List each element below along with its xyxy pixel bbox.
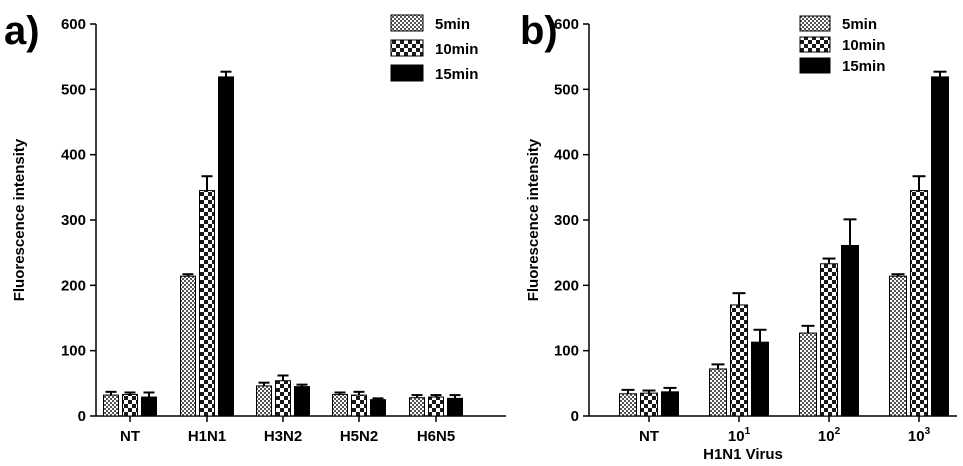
- panel-a: 0 100 200 300 400 500 600 Fluorescence intensit…: [4, 9, 506, 445]
- bar-15min-1: [218, 76, 234, 417]
- bar-15min-1: [751, 341, 769, 417]
- bar-10min-0: [122, 393, 138, 417]
- y-tick-label: 600: [61, 16, 86, 33]
- legend-swatch-15min: [799, 57, 831, 74]
- y-tick-label: 400: [61, 147, 86, 164]
- y-tick-label: 600: [554, 16, 579, 33]
- legend-label: 15min: [842, 58, 885, 75]
- x-tick-label: 103: [908, 426, 931, 445]
- bar-5min-1: [709, 368, 727, 417]
- bar-10min-3: [910, 190, 928, 417]
- y-tick-label: 0: [571, 408, 579, 425]
- legend-label: 5min: [842, 16, 877, 33]
- y-tick-label: 0: [78, 408, 86, 425]
- bar-5min-2: [799, 332, 817, 417]
- bar-15min-4: [447, 397, 463, 417]
- x-axis-title: H1N1 Virus: [703, 446, 783, 463]
- legend-swatch-10min: [390, 39, 424, 57]
- x-tick-label: NT: [639, 428, 659, 445]
- y-tick-label: 400: [554, 147, 579, 164]
- y-tick-label: 300: [554, 212, 579, 229]
- bar-10min-2: [275, 380, 291, 417]
- bar-5min-2: [256, 385, 272, 417]
- legend-swatch-5min: [390, 14, 424, 32]
- bar-5min-0: [619, 393, 637, 417]
- bar-10min-4: [428, 396, 444, 417]
- x-tick-label: H1N1: [188, 428, 226, 445]
- x-tick-label: NT: [120, 428, 140, 445]
- y-tick-label: 100: [61, 343, 86, 360]
- legend-swatch-15min: [390, 64, 424, 82]
- legend-swatch-5min: [799, 15, 831, 32]
- bar-15min-2: [294, 386, 310, 417]
- panel-b: 0 100 200 300 400 500 600 Fluorescence intensit…: [520, 9, 957, 463]
- bar-5min-0: [103, 394, 119, 417]
- y-axis-title: Fluorescence intensity: [11, 138, 28, 301]
- x-tick-label: H5N2: [340, 428, 378, 445]
- bar-15min-0: [141, 396, 157, 417]
- y-tick-label: 300: [61, 212, 86, 229]
- x-tick-label: 101: [728, 426, 751, 445]
- x-tick-label: 102: [818, 426, 841, 445]
- bar-5min-1: [180, 275, 196, 417]
- panel-label: b): [520, 9, 558, 53]
- bar-15min-3: [370, 399, 386, 417]
- bar-10min-3: [351, 394, 367, 417]
- x-tick-label: H6N5: [417, 428, 455, 445]
- legend-label: 10min: [435, 41, 478, 58]
- y-tick-label: 500: [554, 81, 579, 98]
- bar-10min-0: [640, 392, 658, 417]
- bar-5min-4: [409, 397, 425, 417]
- y-tick-label: 100: [554, 343, 579, 360]
- bar-5min-3: [889, 275, 907, 417]
- legend-swatch-10min: [799, 36, 831, 53]
- y-tick-label: 200: [554, 277, 579, 294]
- legend-label: 15min: [435, 66, 478, 83]
- y-tick-label: 500: [61, 81, 86, 98]
- bar-5min-3: [332, 393, 348, 417]
- bar-10min-1: [730, 304, 748, 417]
- y-tick-label: 200: [61, 277, 86, 294]
- panel-label: a): [4, 9, 40, 53]
- bar-10min-1: [199, 190, 215, 417]
- legend-label: 5min: [435, 16, 470, 33]
- bar-15min-0: [661, 391, 679, 417]
- legend-label: 10min: [842, 37, 885, 54]
- x-tick-label: H3N2: [264, 428, 302, 445]
- y-axis-title: Fluorescence intensity: [525, 138, 542, 301]
- bar-10min-2: [820, 263, 838, 417]
- bar-15min-3: [931, 76, 949, 417]
- bar-15min-2: [841, 244, 859, 417]
